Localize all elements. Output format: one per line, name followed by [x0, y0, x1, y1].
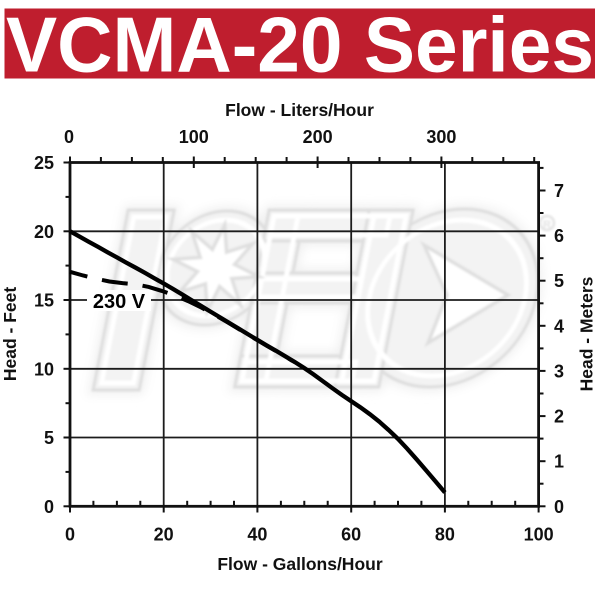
svg-text:15: 15: [34, 291, 54, 311]
svg-text:5: 5: [44, 428, 54, 448]
svg-text:0: 0: [64, 127, 74, 147]
svg-text:200: 200: [303, 127, 333, 147]
svg-text:Head - Meters: Head - Meters: [577, 276, 597, 391]
svg-text:10: 10: [34, 359, 54, 379]
svg-text:R: R: [543, 219, 551, 231]
svg-text:80: 80: [435, 525, 455, 545]
svg-text:25: 25: [34, 153, 54, 173]
svg-text:20: 20: [34, 222, 54, 242]
svg-text:3: 3: [554, 361, 564, 381]
svg-text:0: 0: [44, 497, 54, 517]
svg-text:40: 40: [247, 525, 267, 545]
svg-text:5: 5: [554, 271, 564, 291]
svg-text:Head - Feet: Head - Feet: [0, 287, 20, 381]
svg-text:0: 0: [554, 497, 564, 517]
svg-text:0: 0: [65, 525, 75, 545]
svg-text:Flow - Liters/Hour: Flow - Liters/Hour: [225, 100, 374, 120]
svg-text:20: 20: [154, 525, 174, 545]
svg-text:2: 2: [554, 407, 564, 427]
svg-text:6: 6: [554, 226, 564, 246]
svg-text:100: 100: [179, 127, 209, 147]
svg-text:7: 7: [554, 181, 564, 201]
svg-text:VCMA-20 Series: VCMA-20 Series: [6, 1, 594, 89]
svg-text:60: 60: [341, 525, 361, 545]
svg-text:300: 300: [426, 127, 456, 147]
svg-text:230 V: 230 V: [93, 291, 146, 313]
svg-text:4: 4: [554, 316, 564, 336]
svg-text:Flow - Gallons/Hour: Flow - Gallons/Hour: [217, 554, 382, 574]
svg-text:100: 100: [524, 525, 554, 545]
svg-text:1: 1: [554, 452, 564, 472]
